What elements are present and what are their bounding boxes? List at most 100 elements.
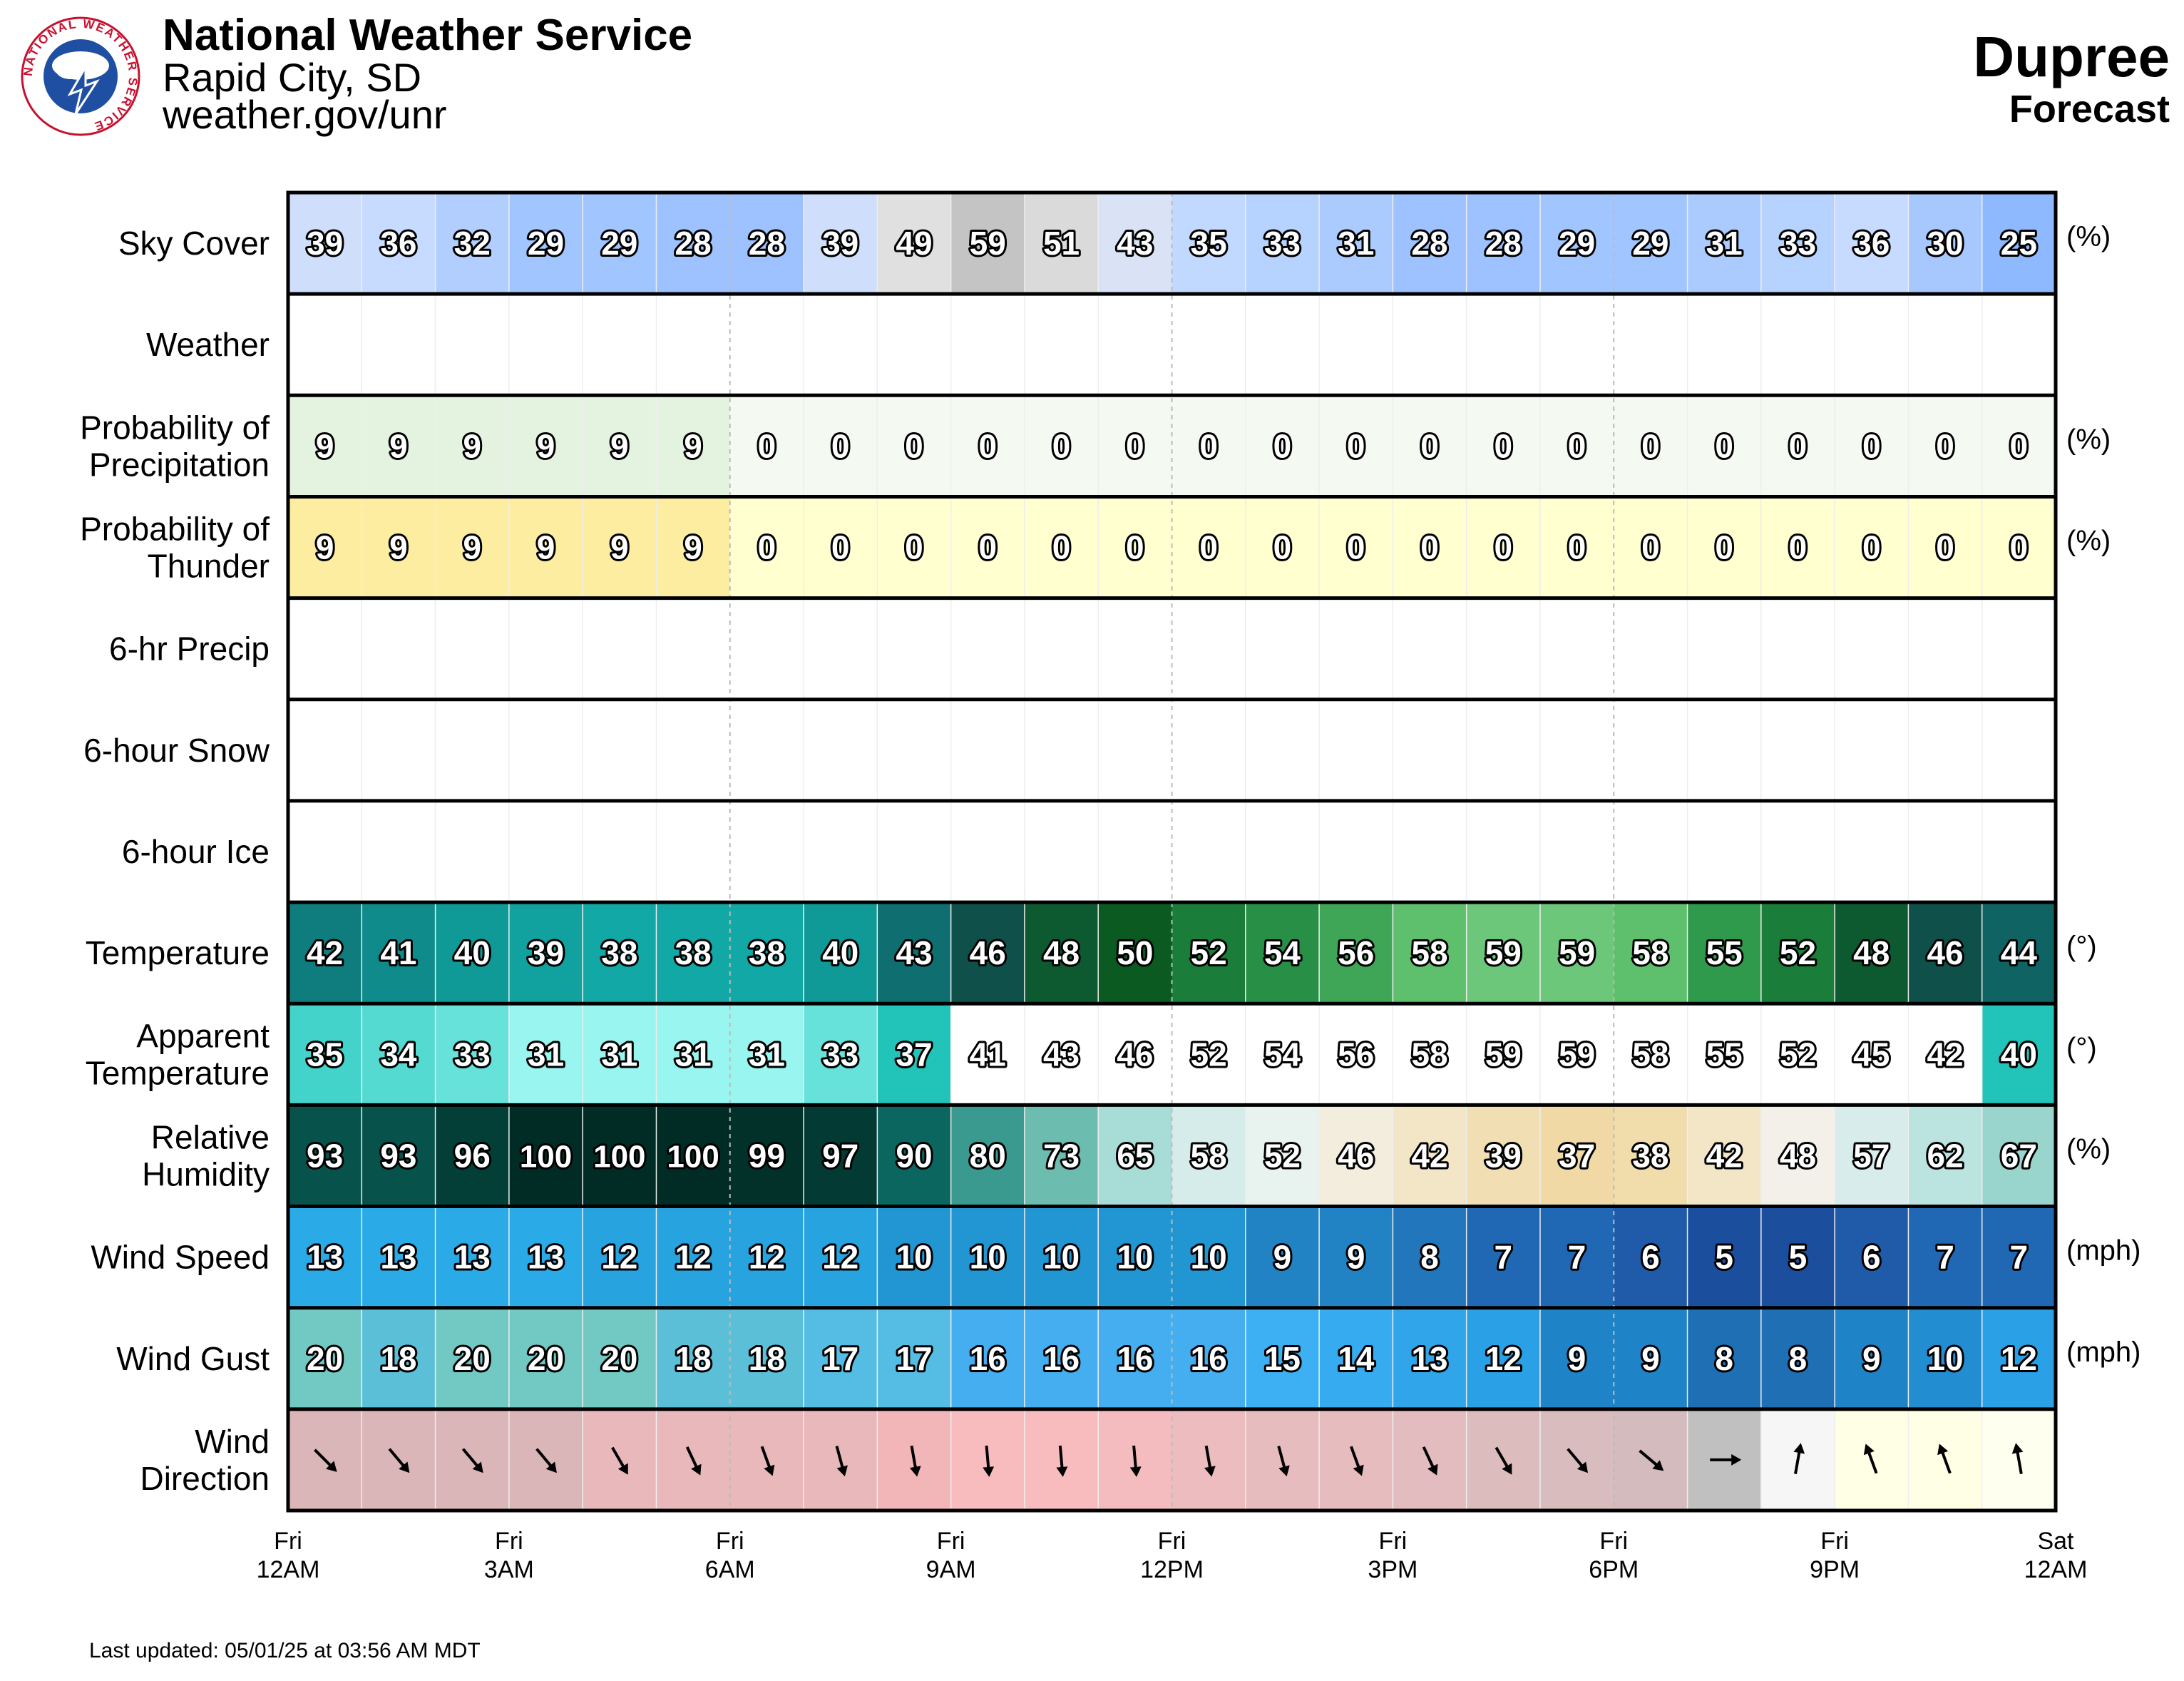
x-tick-day: Fri xyxy=(274,1528,302,1555)
cell xyxy=(1982,1307,2056,1409)
cell-value: 10 xyxy=(896,1239,932,1276)
cell-value: 0 xyxy=(1862,427,1881,464)
cell xyxy=(1908,496,1983,598)
cell xyxy=(1024,699,1099,801)
x-tick-day: Fri xyxy=(1379,1528,1408,1555)
cell-value: 99 xyxy=(749,1137,785,1174)
cell xyxy=(1835,294,1909,396)
cell xyxy=(1393,395,1467,497)
cell xyxy=(288,598,362,700)
cell xyxy=(508,1307,583,1409)
cell xyxy=(1393,496,1467,598)
cell xyxy=(288,699,362,801)
cell xyxy=(1908,598,1983,700)
cell xyxy=(1835,1307,1909,1409)
row-label: Temperature xyxy=(86,1054,270,1091)
cell-value: 31 xyxy=(749,1036,785,1073)
cell-value: 9 xyxy=(610,529,629,566)
cell xyxy=(1760,1307,1835,1409)
cell-value: 5 xyxy=(1789,1239,1808,1276)
cell-value: 46 xyxy=(1117,1036,1153,1073)
cell-value: 9 xyxy=(1273,1239,1292,1276)
cell-value: 59 xyxy=(1559,934,1595,971)
cell-value: 10 xyxy=(1927,1340,1963,1377)
cell-value: 42 xyxy=(1411,1137,1447,1174)
cell xyxy=(1393,1105,1467,1207)
cell xyxy=(1466,1105,1541,1207)
cell xyxy=(877,800,952,903)
row-label: Precipitation xyxy=(89,446,270,483)
cell-value: 48 xyxy=(1853,934,1890,971)
cell xyxy=(508,598,583,700)
cell-value: 100 xyxy=(593,1139,645,1174)
cell-value: 39 xyxy=(528,934,564,971)
cell xyxy=(1466,902,1541,1004)
cell xyxy=(950,1003,1025,1105)
x-tick-time: 3PM xyxy=(1368,1556,1417,1583)
cell xyxy=(1098,1307,1173,1409)
cell-value: 15 xyxy=(1264,1340,1301,1377)
cell-value: 43 xyxy=(896,934,932,971)
cell xyxy=(1024,193,1099,295)
cell xyxy=(1245,1206,1320,1308)
grid-frame xyxy=(286,190,2058,1513)
cell-value: 55 xyxy=(1706,1036,1743,1073)
cell xyxy=(1982,1206,2056,1308)
cell-value: 93 xyxy=(307,1137,343,1174)
cell xyxy=(1687,902,1762,1004)
cell xyxy=(804,1003,878,1105)
cell-value: 80 xyxy=(970,1137,1006,1174)
cell-value: 55 xyxy=(1706,934,1743,971)
cell-value: 9 xyxy=(463,529,481,566)
cell xyxy=(1098,496,1173,598)
cell xyxy=(1539,902,1614,1004)
cell xyxy=(435,800,510,903)
cell-value: 42 xyxy=(1706,1137,1743,1174)
cell-value: 9 xyxy=(684,529,702,566)
cell xyxy=(950,800,1025,903)
cell-value: 58 xyxy=(1411,1036,1447,1073)
cell xyxy=(1024,395,1099,497)
cell xyxy=(1319,800,1393,903)
cell xyxy=(583,800,657,903)
wind-arrow-icon xyxy=(760,1446,775,1476)
row-label: Apparent xyxy=(136,1017,270,1054)
row-unit: (mph) xyxy=(2066,1337,2141,1368)
cell xyxy=(1614,902,1688,1004)
cell-value: 9 xyxy=(1641,1340,1660,1377)
cell-value: 90 xyxy=(896,1137,932,1174)
cell-value: 96 xyxy=(454,1137,491,1174)
cell xyxy=(950,598,1025,700)
cell-value: 0 xyxy=(831,427,850,464)
cell-value: 35 xyxy=(307,1036,343,1073)
cell-value: 56 xyxy=(1338,934,1374,971)
cell xyxy=(288,294,362,396)
x-tick-time: 6PM xyxy=(1589,1556,1639,1583)
x-tick-time: 12AM xyxy=(257,1556,320,1583)
cell xyxy=(1245,1105,1320,1207)
cell-value: 40 xyxy=(822,934,858,971)
cell xyxy=(1393,699,1467,801)
cell-value: 13 xyxy=(1411,1340,1447,1377)
cell xyxy=(656,699,731,801)
cell xyxy=(1466,699,1541,801)
cell xyxy=(950,294,1025,396)
cell-value: 5 xyxy=(1715,1239,1733,1276)
row-unit: (°) xyxy=(2066,931,2097,962)
cell-value: 65 xyxy=(1117,1137,1153,1174)
cell xyxy=(1982,699,2056,801)
cell xyxy=(1760,598,1835,700)
cell-value: 58 xyxy=(1191,1137,1227,1174)
cell-value: 0 xyxy=(1052,529,1071,566)
x-tick-time: 9AM xyxy=(926,1556,976,1583)
cell xyxy=(362,1003,436,1105)
cell xyxy=(1835,193,1909,295)
cell xyxy=(950,1206,1025,1308)
cell-value: 12 xyxy=(1485,1340,1522,1377)
cell-value: 48 xyxy=(1043,934,1080,971)
cell xyxy=(804,1307,878,1409)
cell-value: 18 xyxy=(380,1340,416,1377)
cell xyxy=(1687,1003,1762,1105)
office-url[interactable]: weather.gov/unr xyxy=(163,92,447,137)
cell xyxy=(1908,294,1983,396)
